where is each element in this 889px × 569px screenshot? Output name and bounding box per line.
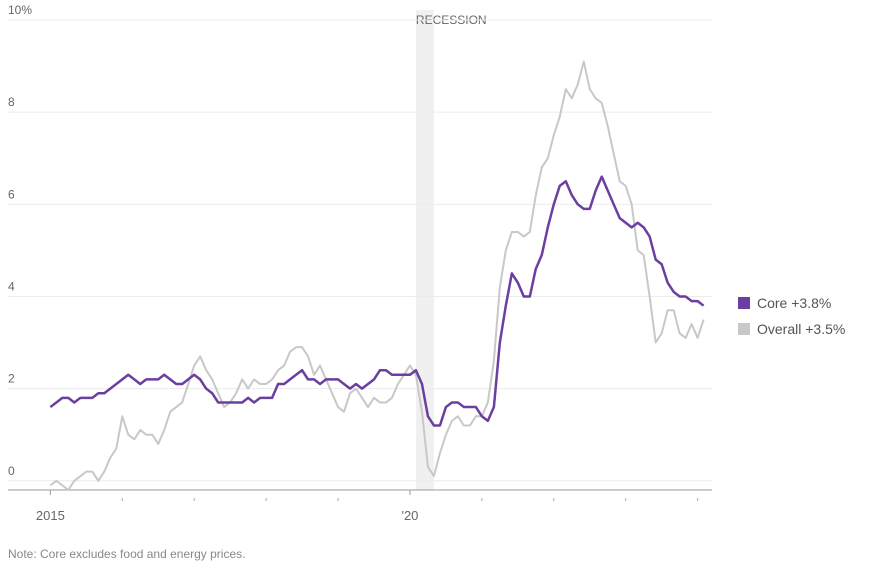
note: Note: Core excludes food and energy pric… (8, 547, 245, 561)
series-line (49, 175, 705, 427)
y-tick-label: 4 (8, 279, 15, 293)
recession-band (415, 10, 434, 490)
series-line (49, 60, 705, 491)
y-tick-label: 0 (8, 464, 15, 478)
legend-label: Overall +3.5% (757, 321, 845, 337)
y-tick-label: 10% (8, 3, 32, 17)
x-tick-label: '20 (401, 508, 418, 523)
legend-swatch (738, 323, 750, 335)
legend-label: Core +3.8% (757, 295, 831, 311)
y-tick-label: 2 (8, 372, 15, 386)
legend-swatch (738, 297, 750, 309)
y-tick-label: 8 (8, 95, 15, 109)
x-tick-label: 2015 (36, 508, 65, 523)
y-tick-label: 6 (8, 187, 15, 201)
